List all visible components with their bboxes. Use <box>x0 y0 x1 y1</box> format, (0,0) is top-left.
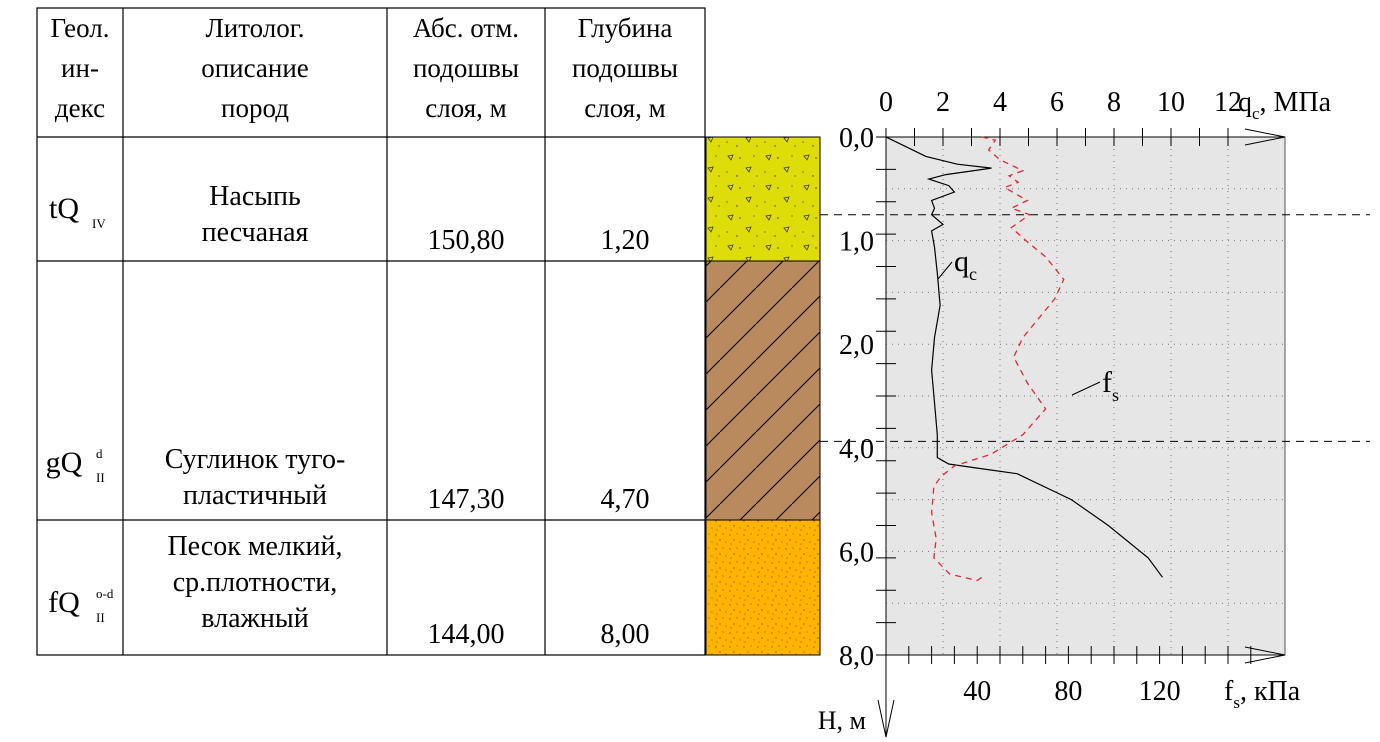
lithology-layer-sand-dots <box>705 519 821 656</box>
table-header-text: подошвы <box>572 53 678 83</box>
table-frame <box>36 7 706 656</box>
lithology-description: песчаная <box>202 217 309 248</box>
table-header-text: Литолог. <box>205 13 304 43</box>
geological-index-sub: II <box>96 610 105 625</box>
series-label-fs-sub: s <box>1112 385 1119 405</box>
table-header-text: описание <box>201 53 309 83</box>
qc-tick-label: 0 <box>879 87 893 118</box>
qc-tick-label: 12 <box>1214 87 1242 118</box>
qc-tick-label: 2 <box>936 87 950 118</box>
fs-axis-arrow <box>1244 646 1286 664</box>
qc-axis-label-unit: , МПа <box>1260 87 1332 118</box>
lithology-description: Суглинок туго- <box>165 444 346 475</box>
table-header-text: подошвы <box>413 53 519 83</box>
qc-axis-label-sub: c <box>1252 104 1260 123</box>
fs-axis-label-sub: s <box>1233 693 1240 712</box>
depth-value: 4,70 <box>601 484 650 515</box>
lithology-description: Песок мелкий, <box>167 531 342 562</box>
abs-mark-value: 147,30 <box>428 484 505 515</box>
geological-index-sup: o-d <box>96 586 114 601</box>
table-header-text: декс <box>55 93 105 123</box>
lithology-description: влажный <box>201 603 308 634</box>
depth-tick-label: 1,0 <box>839 227 874 258</box>
series-line-fs <box>930 136 1065 582</box>
qc-callout-line <box>937 261 953 280</box>
qc-tick-label: 10 <box>1157 87 1185 118</box>
depth-value: 1,20 <box>601 225 650 256</box>
lithology-description: пластичный <box>183 480 327 511</box>
qc-tick-label: 6 <box>1050 87 1064 118</box>
depth-axis-label: H, м <box>818 706 866 735</box>
series-line-qc <box>885 136 1163 578</box>
depth-tick-label: 2,0 <box>839 330 874 361</box>
geological-index-sub: IV <box>92 216 106 231</box>
lithology-layer-hatch <box>705 260 821 521</box>
abs-mark-value: 150,80 <box>428 225 505 256</box>
fs-callout-line <box>1071 381 1101 396</box>
lithology-column <box>705 136 821 656</box>
depth-tick-label: 6,0 <box>839 537 874 568</box>
depth-value: 8,00 <box>601 619 650 650</box>
fs-tick-label: 120 <box>1139 676 1181 707</box>
table-header-text: ин- <box>61 53 99 83</box>
chart-plot-area <box>885 136 1286 656</box>
table-header-text: слоя, м <box>584 93 665 123</box>
geological-index: tQ <box>49 192 79 225</box>
lithology-description: ср.плотности, <box>173 567 338 598</box>
qc-axis-arrow <box>1244 128 1286 146</box>
qc-axis-label: qc, МПа <box>1238 87 1332 123</box>
series-label-qc-sub: c <box>969 264 977 284</box>
geological-index: gQ <box>46 446 83 479</box>
depth-axis-arrow <box>877 699 895 738</box>
depth-tick-label: 8,0 <box>839 641 874 672</box>
fs-axis-label-unit: , кПа <box>1240 676 1301 707</box>
lithology-layer-fill-soil <box>705 136 821 262</box>
abs-mark-value: 144,00 <box>428 619 505 650</box>
geological-index-sup: d <box>96 446 103 461</box>
fs-tick-label: 80 <box>1054 676 1082 707</box>
geology-table: Геол. ин-декс Литолог. описание пород Абс. от… <box>36 7 706 656</box>
table-header-text: пород <box>221 93 289 123</box>
table-header-text: Глубина <box>578 13 673 43</box>
lithology-description: Насыпь <box>209 181 301 212</box>
fs-tick-label: 40 <box>963 676 991 707</box>
table-header-text: Геол. <box>51 13 110 43</box>
fs-axis-label: fs, кПа <box>1224 676 1301 712</box>
geological-index: fQ <box>48 586 80 619</box>
table-header-text: Абс. отм. <box>413 13 519 43</box>
depth-tick-label: 4,0 <box>839 434 874 465</box>
qc-tick-label: 8 <box>1107 87 1121 118</box>
geological-index-sub: II <box>96 470 105 485</box>
qc-tick-label: 4 <box>993 87 1007 118</box>
table-header-text: слоя, м <box>425 93 506 123</box>
depth-tick-label: 0,0 <box>839 123 874 154</box>
